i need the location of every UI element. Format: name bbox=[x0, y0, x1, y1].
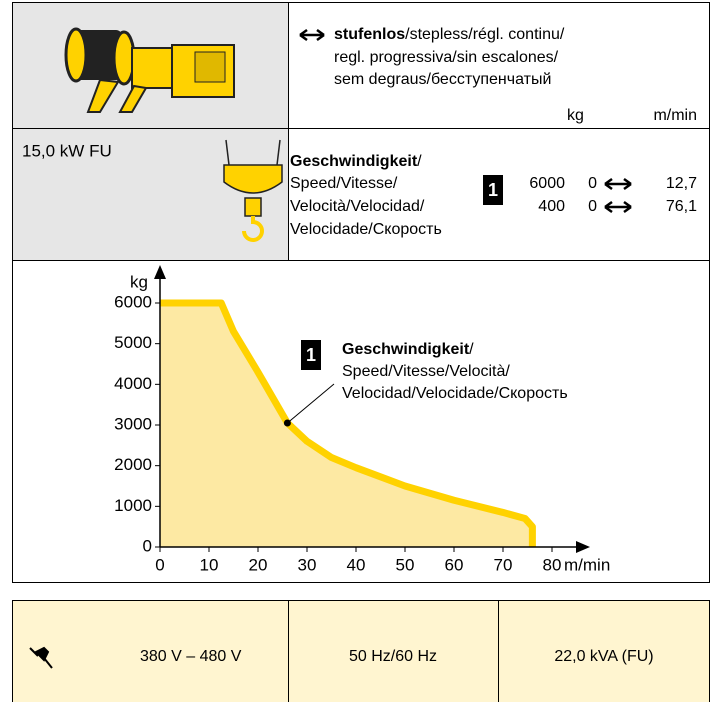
power-label: 15,0 kW FU bbox=[22, 141, 112, 160]
x-tick-label: 20 bbox=[249, 555, 268, 574]
unit-speed: m/min bbox=[653, 107, 697, 124]
speed-line: Velocidade/Скорость bbox=[290, 221, 442, 238]
supply-voltage: 380 V – 480 V bbox=[140, 648, 242, 665]
speed-line: Velocità/Velocidad/ bbox=[290, 198, 425, 215]
page: stufenlos/stepless/régl. continu/ regl. … bbox=[0, 0, 720, 702]
datasheet: stufenlos/stepless/régl. continu/ regl. … bbox=[0, 0, 720, 702]
min-speed: 0 bbox=[588, 198, 597, 215]
stepless-bold: stufenlos bbox=[334, 26, 405, 43]
y-axis-arrow bbox=[154, 265, 166, 279]
x-tick-label: 60 bbox=[445, 555, 464, 574]
y-tick-label: 2000 bbox=[114, 455, 152, 474]
annotation-title-bold: Geschwindigkeit bbox=[342, 341, 470, 358]
x-tick-label: 80 bbox=[543, 555, 562, 574]
x-axis-arrow bbox=[576, 541, 590, 553]
y-tick-label: 0 bbox=[143, 536, 152, 555]
x-tick-label: 70 bbox=[494, 555, 513, 574]
unit-load: kg bbox=[567, 107, 584, 124]
badge-number: 1 bbox=[488, 180, 498, 200]
x-tick-label: 10 bbox=[200, 555, 219, 574]
annotation-line: Speed/Vitesse/Velocità/ bbox=[342, 363, 510, 380]
annotation-title-sep: / bbox=[469, 341, 474, 358]
x-tick-label: 40 bbox=[347, 555, 366, 574]
x-tick-label: 0 bbox=[155, 555, 164, 574]
y-tick-label: 4000 bbox=[114, 374, 152, 393]
x-axis-label: m/min bbox=[564, 555, 610, 574]
load-value: 400 bbox=[538, 198, 565, 215]
speed-line: Speed/Vitesse/ bbox=[290, 175, 398, 192]
supply-frequency: 50 Hz/60 Hz bbox=[349, 648, 437, 665]
y-tick-label: 5000 bbox=[114, 333, 152, 352]
y-tick-label: 6000 bbox=[114, 292, 152, 311]
double-arrow-icon bbox=[605, 179, 631, 189]
stepless-text: /stepless/régl. continu/ bbox=[405, 26, 565, 43]
max-speed: 12,7 bbox=[666, 175, 697, 192]
max-speed: 76,1 bbox=[666, 198, 697, 215]
stepless-line: stufenlos/stepless/régl. continu/ bbox=[334, 26, 565, 43]
chart: 0 1000 2000 3000 4000 5000 6000 0 10 20 30 40 50 60 70… bbox=[114, 265, 610, 574]
y-axis-label: kg bbox=[130, 272, 148, 291]
annotation-point bbox=[284, 419, 291, 426]
annotation-line: Velocidad/Velocidade/Скорость bbox=[342, 385, 568, 402]
double-arrow-icon bbox=[605, 202, 631, 212]
speed-title-bold: Geschwindigkeit bbox=[290, 153, 418, 170]
x-tick-label: 30 bbox=[298, 555, 317, 574]
x-tick-label: 50 bbox=[396, 555, 415, 574]
stepless-line: sem degraus/бесступенчатый bbox=[334, 71, 551, 88]
badge-number: 1 bbox=[306, 345, 316, 365]
double-arrow-icon bbox=[300, 30, 324, 40]
load-value: 6000 bbox=[529, 175, 565, 192]
stepless-line: regl. progressiva/sin escalones/ bbox=[334, 49, 559, 66]
annotation-title: Geschwindigkeit/ bbox=[342, 341, 474, 358]
y-tick-label: 3000 bbox=[114, 414, 152, 433]
leader-line bbox=[287, 384, 334, 423]
area-fill bbox=[160, 303, 532, 547]
speed-title-sep: / bbox=[417, 153, 422, 170]
speed-title: Geschwindigkeit/ bbox=[290, 153, 422, 170]
supply-power: 22,0 kVA (FU) bbox=[554, 648, 653, 665]
min-speed: 0 bbox=[588, 175, 597, 192]
y-tick-label: 1000 bbox=[114, 496, 152, 515]
